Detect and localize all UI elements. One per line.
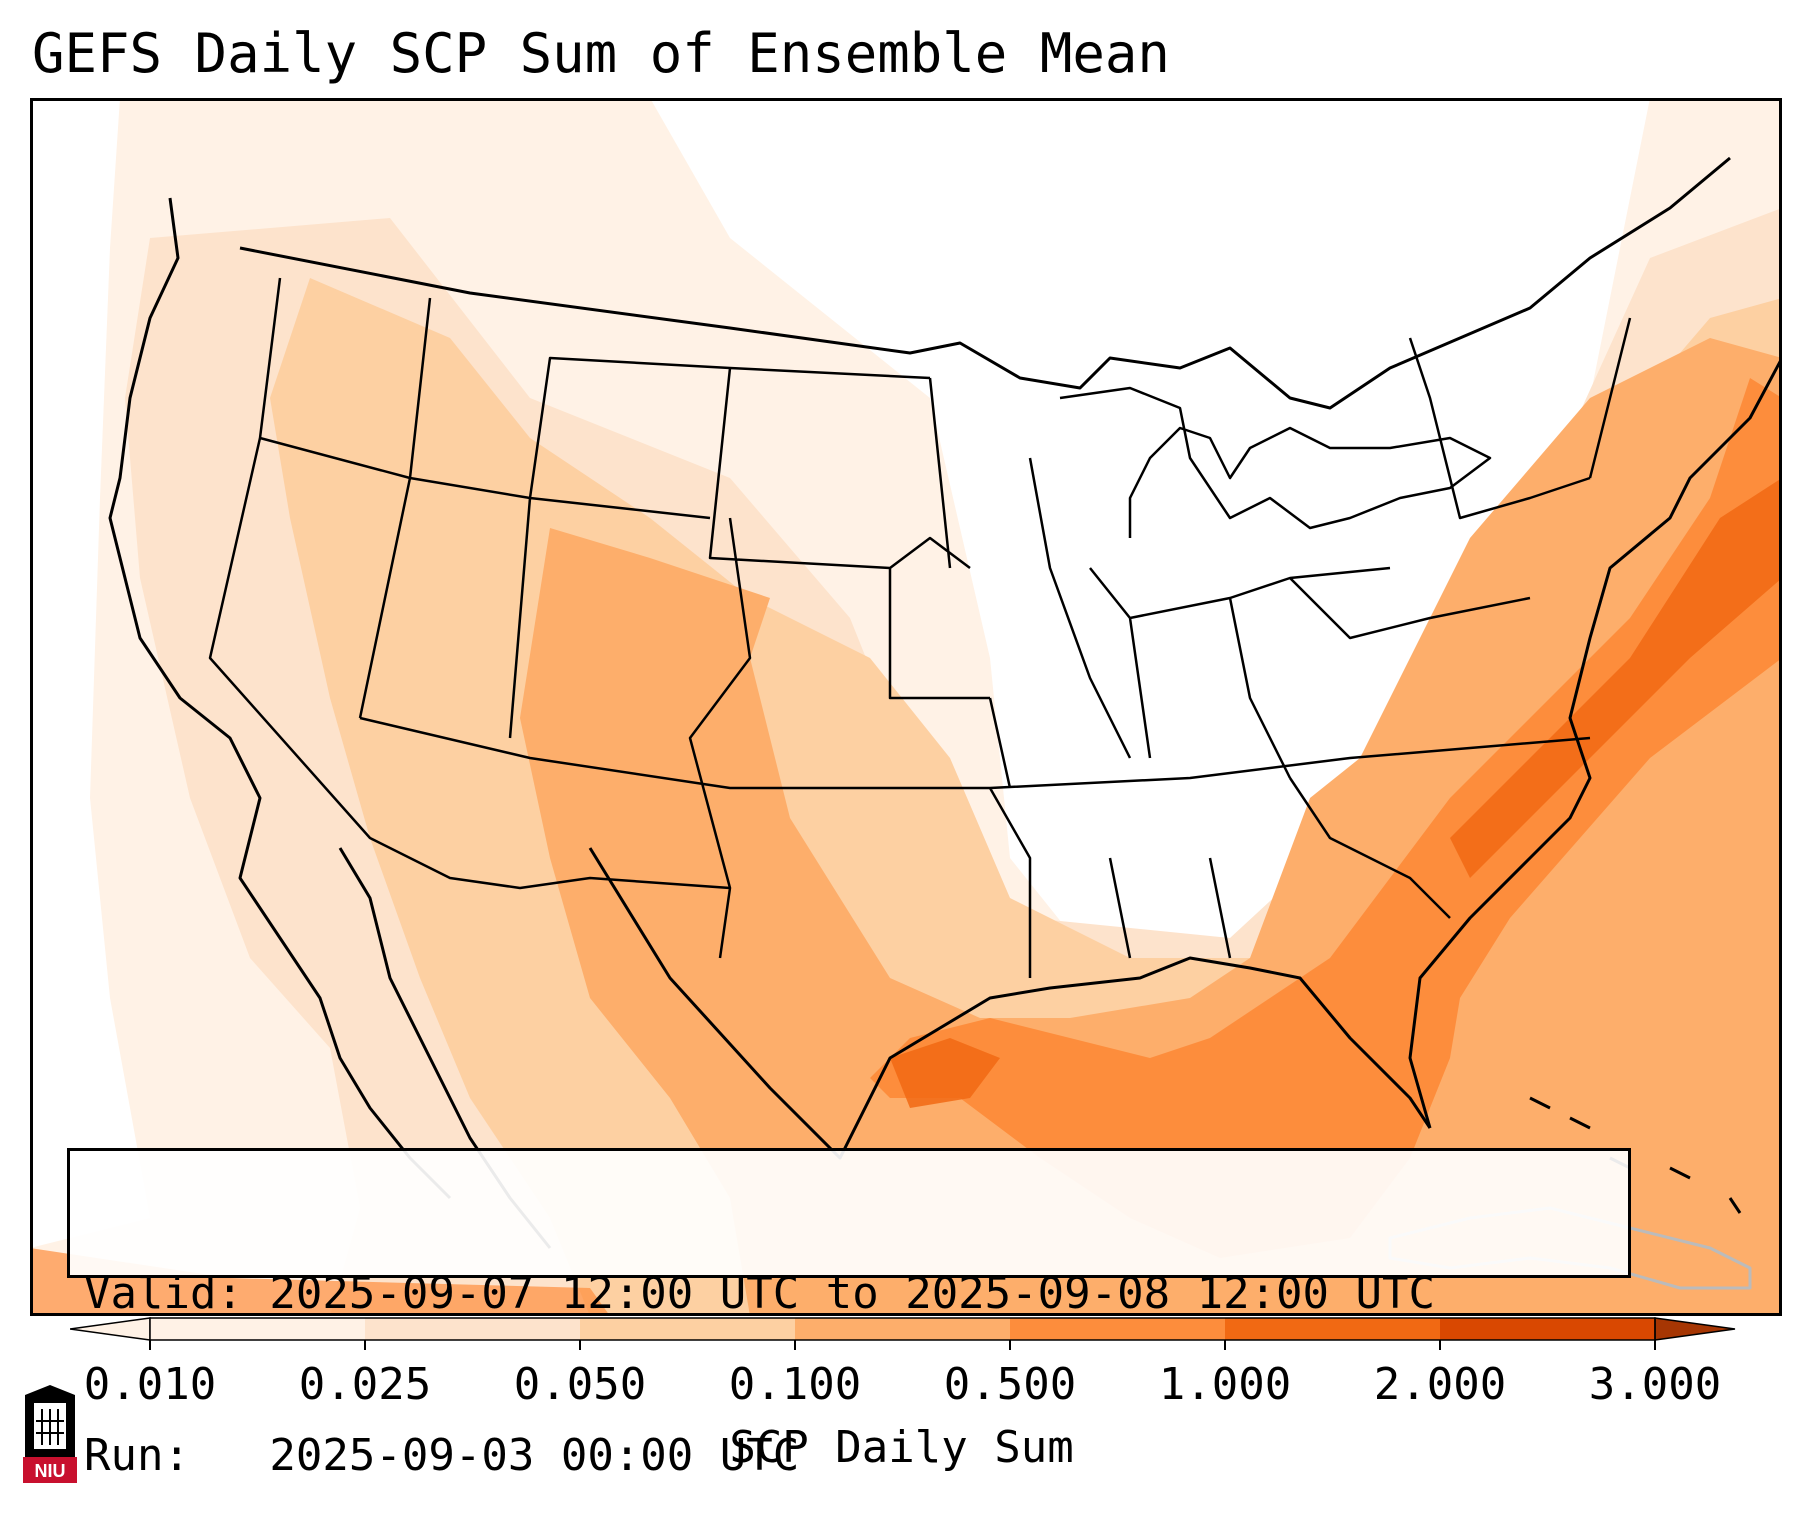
map-title: GEFS Daily SCP Sum of Ensemble Mean	[32, 22, 1170, 85]
colorbar-title: SCP Daily Sum	[729, 1422, 1074, 1473]
colorbar-tick-label: 0.500	[943, 1359, 1077, 1410]
colorbar-bin	[1440, 1318, 1655, 1340]
colorbar-bin	[150, 1318, 365, 1340]
valid-time: Valid: 2025-09-07 12:00 UTC to 2025-09-0…	[84, 1268, 1436, 1319]
colorbar-bin	[795, 1318, 1010, 1340]
scp-map	[30, 98, 1782, 1316]
shade-level-5-gulf-atlantic	[870, 378, 1782, 1258]
scp-shading	[30, 98, 1782, 1316]
shade-level-4-southern-plains	[520, 338, 1782, 1316]
gulf-coastline	[588, 847, 1432, 1160]
run-time: Run: 2025-09-03 00:00 UTC	[84, 1430, 800, 1481]
colorbar-tick-label: 0.050	[513, 1359, 647, 1410]
logo-tower-windows	[36, 1409, 64, 1445]
us-canada-border	[239, 156, 1731, 410]
colorbar-bin	[365, 1318, 580, 1340]
atlantic-coastline	[1408, 357, 1782, 1129]
logo-text: NIU	[35, 1461, 66, 1481]
great-lakes	[1059, 386, 1492, 538]
valid-run-box: Valid: 2025-09-07 12:00 UTC to 2025-09-0…	[67, 1148, 1631, 1481]
colorbar-tick-label: 2.000	[1373, 1359, 1507, 1410]
colorbar-tick-label: 1.000	[1158, 1359, 1292, 1410]
west-coastline	[108, 197, 452, 1200]
colorbar	[70, 1317, 1736, 1350]
state-lines	[208, 277, 1632, 978]
colorbar-tick-label: 3.000	[1588, 1359, 1722, 1410]
colorbar-extend-low	[70, 1317, 151, 1341]
colorbar-tick-label: 0.025	[298, 1359, 432, 1410]
colorbar-frame	[149, 1317, 1656, 1341]
colorbar-bin	[1010, 1318, 1225, 1340]
colorbar-bin	[1225, 1318, 1440, 1340]
colorbar-extend-high	[1654, 1317, 1736, 1341]
colorbar-tick-label: 0.100	[728, 1359, 862, 1410]
logo-banner	[23, 1457, 77, 1483]
colorbar-bin	[580, 1318, 795, 1340]
shade-level-6-pacific-south	[30, 1248, 610, 1316]
colorbar-tick-label: 0.010	[83, 1359, 217, 1410]
niu-logo: NIU	[23, 1385, 77, 1483]
